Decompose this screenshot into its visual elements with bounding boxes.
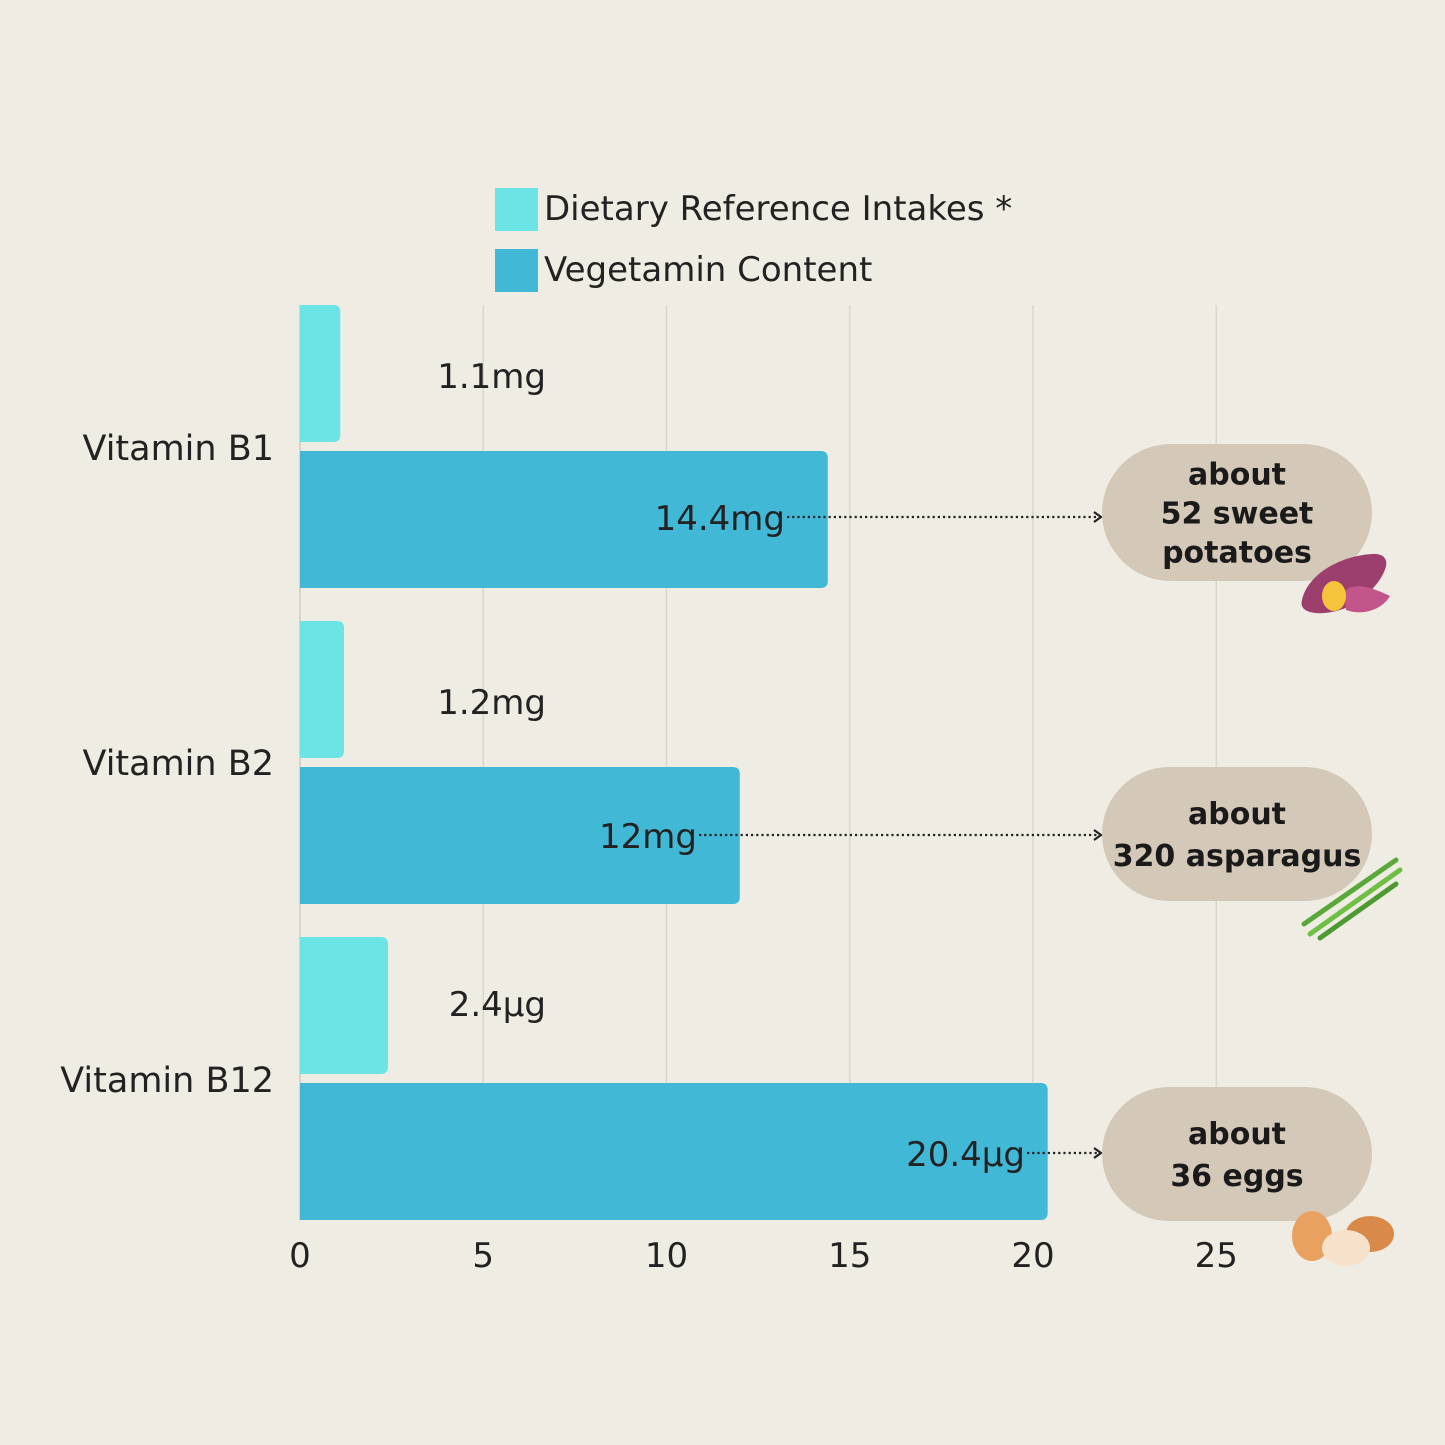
legend-swatch	[495, 249, 538, 292]
annotation-text: about	[1188, 458, 1286, 493]
value-label-dietary: 1.1mg	[437, 357, 546, 397]
annotation-text: about	[1188, 797, 1286, 832]
x-tick-label: 25	[1195, 1236, 1238, 1276]
legend-label: Dietary Reference Intakes *	[544, 189, 1012, 229]
eggs-icon	[1292, 1211, 1394, 1266]
connector-arrow	[1093, 829, 1103, 841]
legend-swatch	[495, 188, 538, 231]
annotation-text: potatoes	[1162, 536, 1312, 571]
value-label-vegetamin: 12mg	[599, 817, 697, 857]
annotation-pill	[1102, 767, 1372, 901]
asparagus-icon	[1301, 857, 1403, 941]
annotation-text: 36 eggs	[1170, 1159, 1303, 1194]
sweet-potato-half	[1344, 586, 1390, 613]
bar-vegetamin-content	[300, 1083, 1048, 1220]
asparagus-stalk	[1317, 881, 1399, 941]
annotation-pill	[1102, 444, 1372, 581]
x-tick-label: 10	[645, 1236, 688, 1276]
x-tick-label: 15	[828, 1236, 871, 1276]
value-label-dietary: 2.4μg	[449, 985, 546, 1025]
egg	[1292, 1211, 1332, 1261]
bar-dietary-reference	[300, 621, 344, 758]
annotations: about 52 sweet potatoes about 320 asparagus a…	[1102, 444, 1403, 1266]
egg	[1322, 1230, 1370, 1266]
asparagus-stalk	[1307, 867, 1403, 937]
sweet-potato-icon	[1301, 553, 1390, 614]
sweet-potato-flesh	[1322, 581, 1346, 611]
annotation-text: about	[1188, 1117, 1286, 1152]
bar-vegetamin-content	[300, 767, 740, 904]
x-axis-ticks: 0 5 10 15 20 25	[289, 1236, 1238, 1276]
category-label: Vitamin B2	[83, 744, 274, 784]
bar-dietary-reference	[300, 305, 341, 442]
connector-arrow	[1093, 1147, 1103, 1159]
value-label-vegetamin: 14.4mg	[655, 499, 785, 539]
legend-label: Vegetamin Content	[544, 250, 872, 290]
bars	[300, 305, 1048, 1220]
x-tick-label: 0	[289, 1236, 311, 1276]
annotation-pill	[1102, 1087, 1372, 1221]
annotation-text: 320 asparagus	[1113, 839, 1362, 874]
category-labels: Vitamin B1 Vitamin B2 Vitamin B12	[60, 429, 274, 1101]
bar-vegetamin-content	[300, 451, 828, 588]
connector-arrow	[1093, 511, 1103, 523]
bar-dietary-reference	[300, 937, 388, 1074]
annotation-text: 52 sweet	[1161, 497, 1314, 532]
value-label-dietary: 1.2mg	[437, 683, 546, 723]
value-label-vegetamin: 20.4μg	[906, 1135, 1025, 1175]
category-label: Vitamin B1	[83, 429, 274, 469]
legend: Dietary Reference Intakes * Vegetamin Con…	[495, 188, 1012, 292]
asparagus-stalk	[1301, 857, 1399, 927]
x-tick-label: 20	[1011, 1236, 1054, 1276]
grid-lines	[299, 305, 1217, 1220]
category-label: Vitamin B12	[60, 1061, 274, 1101]
value-labels: 1.1mg 14.4mg 1.2mg 12mg 2.4μg 20.4μg	[437, 357, 1103, 1175]
x-tick-label: 5	[472, 1236, 494, 1276]
